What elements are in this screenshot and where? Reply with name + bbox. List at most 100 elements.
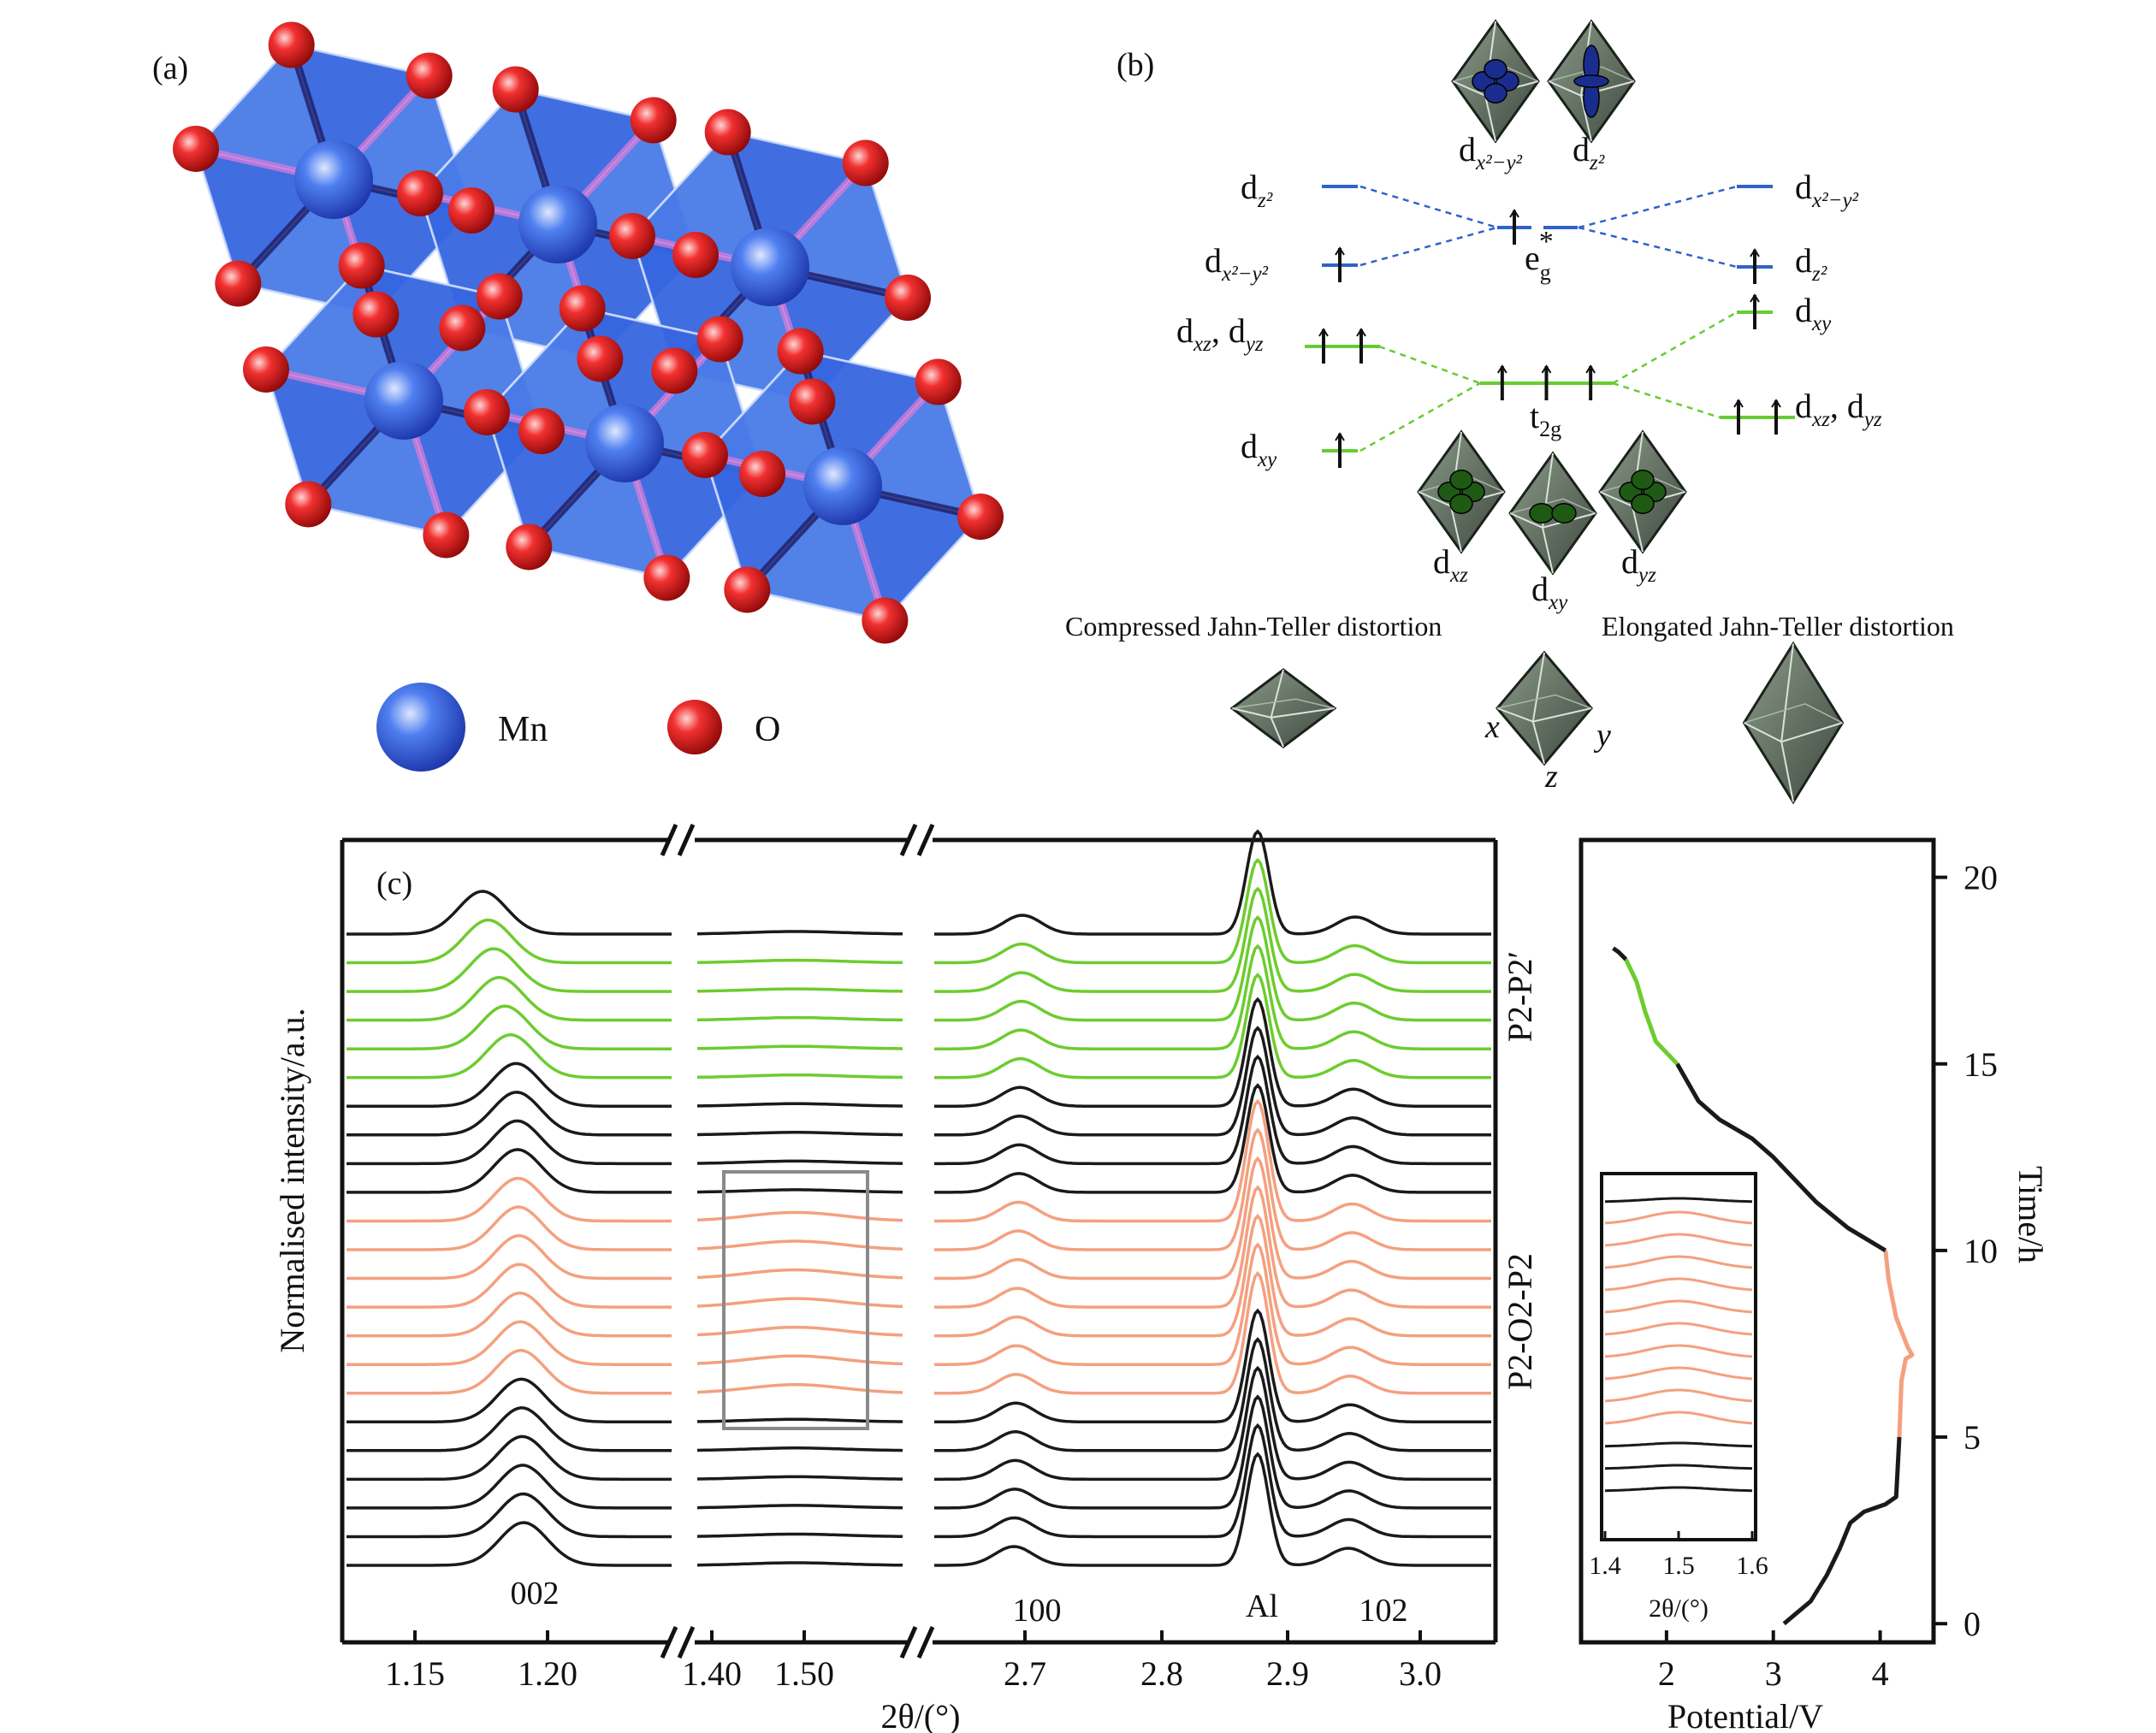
regular-octahedron-icon: [1496, 650, 1593, 766]
xrd-trace-high-angle-segment: [934, 1365, 1491, 1482]
octahedron-edge: [1231, 698, 1296, 709]
o-atom: [704, 109, 751, 156]
o-atom: [777, 328, 824, 375]
left-label-dx2y2: dx²−y²: [1205, 241, 1269, 286]
inset-trace: [1604, 1255, 1753, 1269]
t2g-orbital-icons: [1417, 429, 1687, 576]
xrd-x-tick-label: 2.7: [1004, 1654, 1046, 1693]
xrd-trace-high-angle-segment: [934, 1452, 1491, 1567]
dxy-orbital-icon: [1508, 451, 1597, 576]
xrd-trace-high-angle-segment: [934, 1098, 1491, 1223]
correlation-line: [1359, 185, 1498, 229]
inset-trace: [1604, 1277, 1753, 1292]
panel-a-label: (a): [152, 50, 188, 86]
compressed-octahedron-icon: [1229, 668, 1337, 748]
xrd-trace-150-segment: [696, 987, 903, 993]
xrd-traces: [346, 829, 1491, 1567]
octahedron-edge: [1632, 506, 1644, 553]
xrd-trace-002-segment: [346, 1062, 672, 1109]
o-atom: [608, 212, 655, 259]
xrd-trace-150-segment: [696, 1325, 903, 1337]
o-atom: [448, 187, 495, 234]
octahedron-edge: [1505, 66, 1539, 82]
xrd-trace-150-segment: [696, 1297, 903, 1309]
o-atom: [915, 358, 962, 405]
right-label-dxz-dyz: dxz, dyz: [1795, 387, 1882, 431]
orbital-lobe: [1449, 470, 1473, 490]
peak-label-002: 002: [511, 1576, 560, 1612]
octahedron-edge: [1580, 95, 1592, 142]
panel-c-xrd-patterns: (c) 1.15 1.20 1.40 1.50 2.7 2.8 2.9 3.0 2θ/(°) …: [273, 823, 1539, 1733]
orbital-lobe: [1529, 503, 1555, 523]
xrd-trace-150-segment: [697, 1102, 903, 1108]
o-atom: [651, 347, 698, 394]
right-label-dxy: dxy: [1795, 291, 1832, 335]
phase-label-p2-o2-p2: P2-O2-P2: [1501, 1253, 1539, 1390]
inset-frame: [1600, 1172, 1757, 1541]
legend-mn: Mn: [376, 683, 548, 772]
inset-axis-ticks: 1.4 1.5 1.6: [1589, 1531, 1768, 1580]
axis-break-mark: [660, 823, 678, 857]
xrd-trace-002-segment: [346, 1377, 672, 1424]
xrd-x-tick-label: 1.15: [385, 1654, 445, 1693]
spin-arrow-head: [1541, 364, 1552, 374]
axis-break-mark: [677, 823, 696, 857]
orbital-lobe: [1484, 83, 1507, 104]
compressed-title: Compressed Jahn-Teller distortion: [1065, 611, 1442, 642]
o-atom: [577, 335, 624, 382]
xrd-trace-002-segment: [346, 1464, 672, 1510]
xrd-trace-002-segment: [346, 1348, 672, 1395]
xrd-trace-002-segment: [346, 1205, 672, 1251]
center-label-t2g: t2g: [1530, 397, 1561, 441]
correlation-line: [1378, 345, 1481, 385]
xrd-trace-high-angle-segment: [934, 1083, 1491, 1194]
xrd-trace-high-angle-segment: [934, 1394, 1491, 1510]
spin-arrow-head: [1335, 432, 1345, 441]
elongated-octahedron-icon: [1742, 641, 1845, 805]
xrd-x-tick-label: 1.40: [682, 1654, 742, 1693]
octahedron-edge: [1542, 527, 1554, 574]
elongated-title: Elongated Jahn-Teller distortion: [1602, 611, 1954, 642]
axis-break-mark: [677, 1625, 696, 1659]
xrd-trace-002-segment: [346, 975, 672, 1022]
inset-trace: [1604, 1299, 1753, 1314]
right-label-dz2: dz²: [1795, 241, 1827, 286]
o-atom: [789, 378, 836, 425]
inset-trace: [1604, 1388, 1753, 1403]
xrd-trace-high-angle-segment: [934, 1213, 1491, 1338]
xrd-trace-150-segment: [696, 1131, 903, 1137]
o-atom: [724, 566, 771, 613]
voltage-time-curve: [1612, 946, 1915, 1626]
o-atom: [630, 97, 677, 144]
echem-curve-series-3: [1624, 958, 1679, 1066]
octahedron-edge: [1270, 717, 1284, 748]
spin-arrow-head: [1733, 399, 1744, 408]
o-atom: [338, 242, 385, 289]
inset-trace: [1604, 1197, 1753, 1204]
octahedron-outline: [1451, 19, 1540, 144]
spin-arrow-head: [1356, 328, 1366, 337]
xrd-trace-high-angle-segment: [934, 973, 1491, 1079]
o-atom: [439, 305, 486, 352]
o-atom: [672, 232, 720, 279]
dx2y2-orbital-icon: [1451, 19, 1540, 144]
o-atom: [559, 285, 606, 332]
panel-c-label: (c): [376, 866, 412, 902]
xrd-trace-002-segment: [346, 1148, 672, 1194]
o-atom: [172, 125, 219, 172]
dz2-orbital-icon: [1547, 19, 1636, 144]
echem-y-tick-label: 5: [1964, 1418, 1981, 1457]
inset-x-tick-label: 1.4: [1589, 1552, 1621, 1580]
octahedron-edge: [1531, 721, 1545, 765]
o-atom-icon: [667, 700, 722, 754]
octahedron-edge: [1780, 643, 1794, 742]
octahedron-edge: [1744, 703, 1806, 724]
orbital-lobe: [1573, 74, 1609, 88]
echem-y-tick-label: 0: [1964, 1605, 1981, 1643]
o-atom: [518, 408, 566, 455]
o-atom: [739, 451, 786, 498]
xrd-trace-150-segment: [696, 958, 903, 965]
orbital-lobe: [1449, 494, 1473, 514]
o-atom: [242, 346, 289, 393]
octahedron-outline: [1598, 429, 1687, 554]
